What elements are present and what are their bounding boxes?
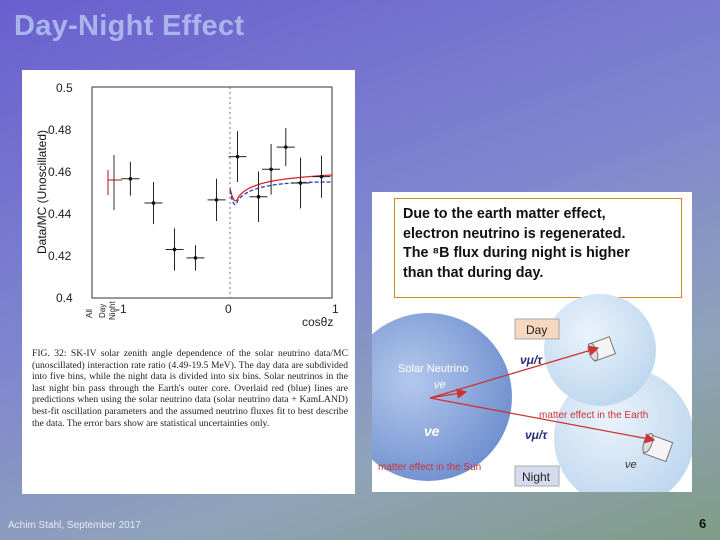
neutrino-diagram: Day Night Solar Neutrino νe νe νμ/τ νμ/τ…	[372, 294, 692, 492]
explanation-line: Due to the earth matter effect,	[403, 206, 606, 222]
day-box	[514, 318, 560, 340]
explanation-box: Due to the earth matter effect, electron…	[394, 198, 682, 298]
night-text: Night	[522, 470, 551, 484]
plot-frame	[91, 86, 333, 299]
y-tick-label: 0.44	[48, 207, 72, 221]
data-point	[172, 247, 177, 252]
prediction-red-line	[229, 174, 333, 202]
y-tick-label: 0.42	[48, 249, 72, 263]
data-point	[151, 201, 156, 205]
data-point	[298, 181, 303, 185]
data-point	[319, 174, 324, 179]
nue-arrow	[429, 388, 468, 399]
explanation-line: than that during day.	[403, 264, 544, 281]
data-point	[193, 256, 198, 260]
x-tick-label: 0	[225, 302, 232, 316]
footer-author: Achim Stahl, September 2017	[8, 520, 141, 531]
x-axis-label: cosθz	[302, 315, 333, 329]
solar-neutrino-label: Solar Neutrino	[398, 363, 468, 375]
sun-circle	[372, 313, 512, 481]
zenith-plot: Data/MC (Unoscillated) 0.5 0.48 0.46 0.4…	[35, 81, 339, 329]
matter-sun-label: matter effect in the Sun	[378, 462, 481, 473]
figure-panel: Data/MC (Unoscillated) 0.5 0.48 0.46 0.4…	[22, 70, 355, 494]
nue-small-label: νe	[434, 379, 446, 391]
matter-earth-label: matter effect in the Earth	[539, 410, 648, 421]
prediction-blue-line	[229, 181, 333, 206]
y-tick-label: 0.4	[56, 291, 73, 305]
y-tick-label: 0.48	[48, 123, 72, 137]
y-tick-label: 0.46	[48, 165, 72, 179]
day-label: Day	[98, 304, 107, 318]
explanation-line: electron neutrino is regenerated.	[403, 225, 626, 242]
data-point	[235, 154, 240, 159]
numutau-top-label: νμ/τ	[520, 353, 543, 367]
data-points	[121, 128, 331, 271]
night-label: Night	[108, 301, 117, 320]
nue-earth-label: νe	[625, 459, 637, 471]
page-number: 6	[699, 516, 707, 531]
data-point	[128, 176, 133, 181]
data-point	[284, 145, 288, 149]
night-arrow	[429, 397, 656, 444]
night-box	[514, 465, 560, 487]
nue-large-label: νe	[424, 423, 440, 439]
x-tick-label: 1	[332, 302, 339, 316]
y-axis-label: Data/MC (Unoscillated)	[35, 130, 49, 254]
slide-title: Day-Night Effect	[14, 10, 245, 42]
numutau-bottom-label: νμ/τ	[525, 428, 548, 442]
data-point	[214, 198, 219, 202]
data-point	[256, 194, 261, 199]
figure-caption: FIG. 32: SK-IV solar zenith angle depend…	[32, 348, 348, 429]
diagram-panel: Due to the earth matter effect, electron…	[372, 192, 692, 492]
explanation-line: The ⁸B flux during night is higher	[403, 245, 630, 261]
data-point	[269, 167, 273, 172]
y-tick-label: 0.5	[56, 81, 73, 95]
day-text: Day	[526, 323, 547, 337]
x-tick-label: -1	[116, 302, 127, 316]
all-label: All	[85, 309, 94, 318]
